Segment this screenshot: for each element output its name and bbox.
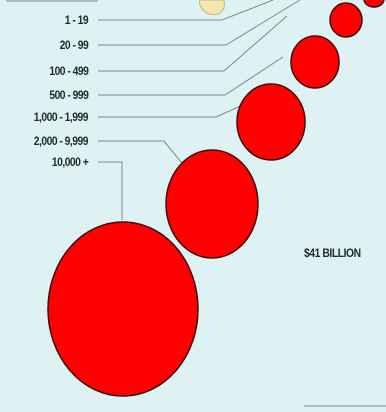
leader-line-1000-1999 xyxy=(98,103,246,118)
bubble-1000-1999 xyxy=(165,149,259,259)
leader-line-100-499 xyxy=(98,15,288,72)
total-value-label: $41 BILLION xyxy=(304,246,361,260)
cropped-figure-shape xyxy=(198,0,225,15)
legend-label-20-99: 20 - 99 xyxy=(59,38,88,52)
leader-line-1-19 xyxy=(98,0,274,21)
legend-label-10000-plus: 10,000 + xyxy=(51,155,89,169)
leader-line-500-999 xyxy=(98,56,284,96)
bubble-20-99 xyxy=(329,2,363,38)
leader-line-2000-9999 xyxy=(98,140,191,174)
bubble-500-999 xyxy=(236,83,306,161)
bubble-10000-plus xyxy=(47,221,199,397)
legend-label-1-19: 1 - 19 xyxy=(64,13,89,27)
legend-label-2000-9999: 2,000 - 9,999 xyxy=(33,134,89,148)
bubble-100-499 xyxy=(290,35,340,89)
leader-line-20-99 xyxy=(98,0,301,46)
legend-label-100-499: 100 - 499 xyxy=(49,64,88,78)
bubble-1-19 xyxy=(363,0,385,8)
legend-label-1000-1999: 1,000 - 1,999 xyxy=(33,110,89,124)
leader-line-10000-plus xyxy=(98,161,123,220)
legend-label-500-999: 500 - 999 xyxy=(49,88,88,102)
